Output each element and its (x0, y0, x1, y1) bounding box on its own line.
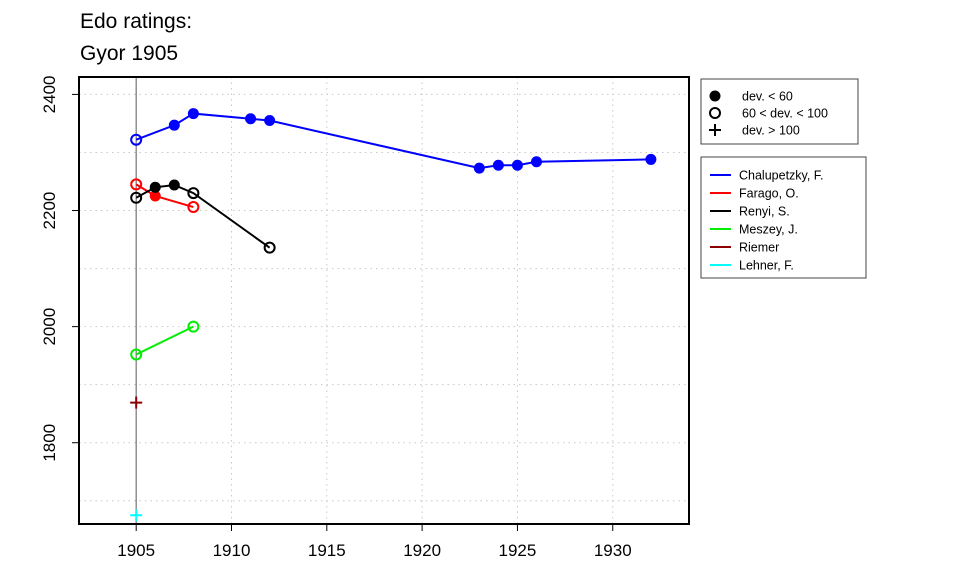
y-tick-label-2400: 2400 (40, 76, 59, 114)
marker-legend-label-1: 60 < dev. < 100 (742, 107, 828, 121)
point-renyi-s-3 (187, 187, 200, 200)
y-axis: 1800 2000 2200 2400 (40, 76, 79, 462)
point-chalupetzky-f-5 (473, 162, 485, 174)
chart-title: Edo ratings: Gyor 1905 (80, 10, 192, 65)
series-legend-box (700, 156, 867, 279)
x-tick-label-1905: 1905 (117, 541, 155, 560)
point-chalupetzky-f-9 (645, 153, 657, 165)
point-renyi-s-0 (130, 191, 143, 204)
series-legend-label-renyi-s: Renyi, S. (739, 205, 790, 219)
point-farago-o-2 (187, 201, 200, 214)
x-tick-label-1925: 1925 (499, 541, 537, 560)
y-tick-label-2200: 2200 (40, 192, 59, 230)
x-tick-label-1910: 1910 (213, 541, 251, 560)
point-chalupetzky-f-0 (130, 133, 143, 146)
series-legend-label-farago-o: Farago, O. (739, 187, 799, 201)
point-chalupetzky-f-2 (187, 108, 199, 120)
point-renyi-s-1 (149, 181, 161, 193)
series-line-meszey-j (135, 325, 194, 356)
point-chalupetzky-f-6 (492, 159, 504, 171)
series-line-chalupetzky-f (135, 112, 651, 170)
point-meszey-j-1 (187, 320, 200, 333)
series-legend-label-lehner-f: Lehner, F. (739, 259, 794, 273)
point-meszey-j-0 (130, 348, 143, 361)
point-chalupetzky-f-1 (168, 119, 180, 131)
series-legend: Chalupetzky, F. Farago, O. Renyi, S. Meszey… (700, 156, 867, 279)
point-chalupetzky-f-8 (531, 156, 542, 168)
point-renyi-s-2 (168, 179, 180, 191)
marker-legend-symbol-0 (709, 90, 721, 102)
point-chalupetzky-f-4 (264, 115, 276, 127)
point-chalupetzky-f-3 (245, 113, 257, 125)
y-tick-label-2000: 2000 (40, 308, 59, 346)
series-legend-label-chalupetzky-f: Chalupetzky, F. (739, 169, 824, 183)
point-lehner-f-0 (130, 509, 143, 522)
point-riemer-0 (130, 396, 143, 409)
chart-title-line-1: Edo ratings: (80, 10, 192, 33)
marker-legend-symbol-1 (709, 107, 721, 119)
marker-legend-label-0: dev. < 60 (742, 90, 793, 104)
point-renyi-s-4 (263, 241, 276, 254)
marker-legend-label-2: dev. > 100 (742, 124, 800, 138)
x-tick-label-1915: 1915 (308, 541, 346, 560)
y-tick-label-1800: 1800 (40, 424, 59, 462)
marker-legend: dev. < 60 60 < dev. < 100 dev. > 100 (700, 78, 859, 145)
grid-lines (79, 77, 689, 524)
chart-title-line-2: Gyor 1905 (80, 42, 178, 65)
series-legend-label-riemer: Riemer (739, 241, 779, 255)
plot-frame (78, 76, 690, 525)
marker-legend-box (700, 78, 859, 145)
x-axis: 1905 1910 1915 1920 1925 1930 (117, 524, 632, 560)
series-line-farago-o (135, 183, 194, 208)
x-tick-label-1920: 1920 (403, 541, 441, 560)
point-farago-o-0 (130, 178, 143, 191)
series-points (130, 108, 657, 522)
series-legend-label-meszey-j: Meszey, J. (739, 223, 798, 237)
x-tick-label-1930: 1930 (594, 541, 632, 560)
point-chalupetzky-f-7 (511, 159, 523, 171)
series-lines (135, 112, 651, 356)
marker-legend-symbol-2 (709, 124, 721, 136)
